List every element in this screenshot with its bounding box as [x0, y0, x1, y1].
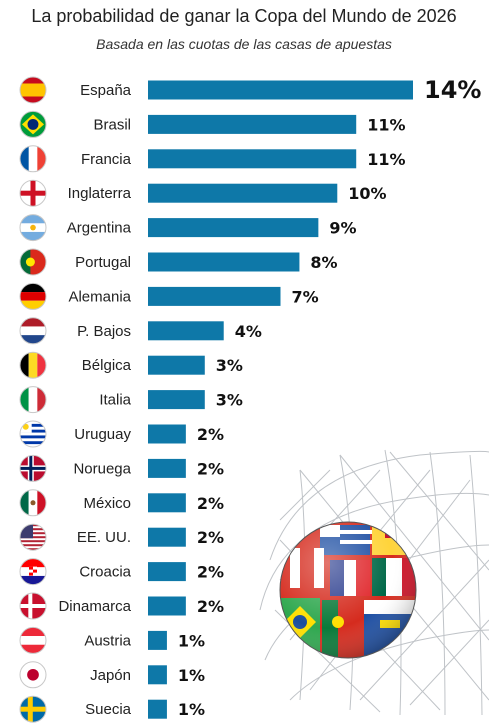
value-label: 2% [197, 494, 224, 513]
value-label: 3% [216, 391, 243, 410]
bar [148, 458, 186, 478]
soccer-ball-net-icon [259, 449, 489, 716]
england-flag-icon [19, 179, 47, 207]
spain-flag-icon [19, 76, 47, 104]
bar [148, 149, 357, 169]
italy-flag-icon [19, 386, 47, 414]
uruguay-flag-icon [19, 420, 47, 448]
category-label: Inglaterra [68, 185, 132, 202]
value-label: 11% [367, 115, 405, 134]
argentina-flag-icon [19, 214, 47, 242]
value-label: 4% [235, 322, 262, 341]
value-label: 2% [197, 597, 224, 616]
value-label: 1% [178, 631, 205, 650]
bar [148, 355, 205, 375]
usa-flag-icon [19, 523, 47, 551]
belgium-flag-icon [19, 351, 47, 379]
value-label: 14% [424, 76, 481, 104]
category-label: Argentina [67, 220, 132, 237]
category-label: Portugal [75, 254, 131, 271]
value-label: 3% [216, 356, 243, 375]
germany-flag-icon [19, 282, 47, 310]
category-label: Francia [81, 151, 132, 168]
value-label: 1% [178, 700, 205, 719]
category-label: Austria [84, 632, 131, 649]
category-label: Dinamarca [58, 598, 131, 615]
category-label: Uruguay [74, 426, 131, 443]
value-label: 10% [348, 184, 386, 203]
denmark-flag-icon [19, 592, 47, 620]
bar [148, 286, 281, 306]
bar [148, 527, 186, 547]
value-label: 2% [197, 459, 224, 478]
bar [148, 218, 319, 238]
bar [148, 562, 186, 582]
category-label: Italia [99, 392, 131, 409]
bar [148, 80, 413, 100]
category-label: P. Bajos [77, 323, 131, 340]
bar [148, 252, 300, 272]
value-label: 2% [197, 425, 224, 444]
value-label: 8% [310, 253, 337, 272]
norway-flag-icon [19, 454, 47, 482]
category-label: México [83, 495, 131, 512]
category-label: España [80, 82, 132, 99]
bar [148, 493, 186, 513]
category-label: Bélgica [82, 357, 132, 374]
category-label: Brasil [93, 116, 131, 133]
portugal-flag-icon [19, 248, 47, 276]
value-label: 11% [367, 150, 405, 169]
bar [148, 699, 167, 719]
sweden-flag-icon [19, 695, 47, 723]
value-label: 7% [292, 287, 319, 306]
netherlands-flag-icon [19, 317, 47, 345]
bar [148, 321, 224, 341]
bar [148, 183, 338, 203]
bar [148, 596, 186, 616]
bar [148, 390, 205, 410]
value-label: 1% [178, 666, 205, 685]
bar [148, 665, 167, 685]
bar [148, 630, 167, 650]
brazil-flag-icon [19, 110, 47, 138]
croatia-flag-icon [19, 558, 47, 586]
chart-subtitle: Basada en las cuotas de las casas de apu… [96, 36, 392, 52]
category-label: Alemania [68, 288, 131, 305]
bar [148, 114, 357, 134]
japan-flag-icon [19, 661, 47, 689]
value-label: 2% [197, 563, 224, 582]
category-label: Japón [90, 667, 131, 684]
value-label: 2% [197, 528, 224, 547]
category-label: Croacia [79, 564, 131, 581]
category-label: Suecia [85, 701, 132, 718]
austria-flag-icon [19, 626, 47, 654]
category-label: Noruega [73, 460, 131, 477]
france-flag-icon [19, 145, 47, 173]
mexico-flag-icon [19, 489, 47, 517]
value-label: 9% [329, 219, 356, 238]
category-label: EE. UU. [77, 529, 131, 546]
bar [148, 424, 186, 444]
chart-title: La probabilidad de ganar la Copa del Mun… [31, 6, 457, 26]
